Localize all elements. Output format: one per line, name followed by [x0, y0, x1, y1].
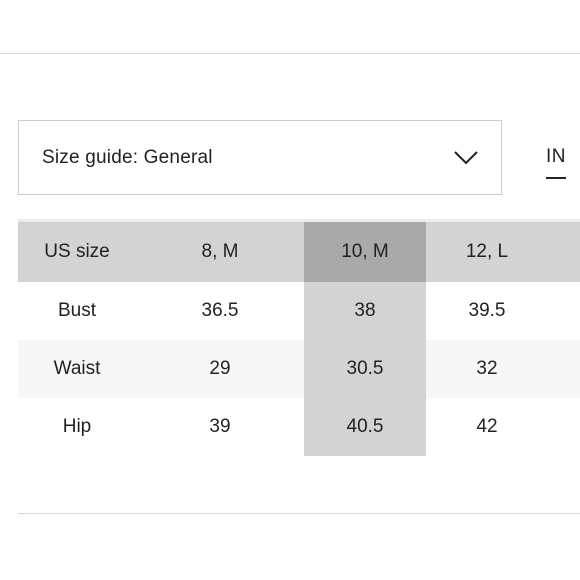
table-cell: 40.5 — [304, 398, 426, 456]
chevron-down-icon — [454, 150, 478, 164]
header-size-12-l[interactable]: 12, L — [426, 222, 548, 282]
table-cell: 30.5 — [304, 340, 426, 398]
tab-inches-active-indicator — [546, 177, 566, 179]
table-cell: 36.5 — [201, 300, 239, 321]
table-cell: 39 — [209, 416, 231, 437]
header-overflow-cell — [548, 222, 580, 282]
tab-inches[interactable]: IN — [546, 146, 566, 167]
table-header-row: US size 8, M 10, M 12, L — [18, 222, 580, 282]
table-row-bust: Bust 36.5 38 39.5 — [18, 282, 580, 340]
table-row-waist: Waist 29 30.5 32 — [18, 340, 580, 398]
table-top-shade — [18, 219, 580, 222]
table-cell: 29 — [136, 340, 304, 398]
size-guide-dropdown[interactable]: Size guide: General — [18, 120, 502, 195]
table-cell: 42 — [476, 416, 498, 437]
header-size-8-m[interactable]: 8, M — [136, 222, 304, 282]
table-cell: 38 — [304, 282, 426, 340]
overflow-cell — [548, 282, 580, 340]
bottom-divider — [18, 513, 580, 514]
overflow-cell — [548, 398, 580, 456]
header-us-size: US size — [18, 222, 136, 282]
size-guide-dropdown-label: Size guide: General — [42, 146, 213, 168]
size-chart-table: US size 8, M 10, M 12, L Bust 36.5 38 39… — [18, 222, 580, 456]
table-row-hip: Hip 39 40.5 42 — [18, 398, 580, 456]
table-cell: 39.5 — [468, 300, 506, 321]
top-divider — [0, 53, 580, 54]
header-size-10-m[interactable]: 10, M — [304, 222, 426, 282]
table-cell: 32 — [426, 340, 548, 398]
overflow-cell — [548, 340, 580, 398]
row-label-bust: Bust — [57, 300, 97, 321]
row-label-hip: Hip — [62, 416, 92, 437]
row-label-waist: Waist — [18, 340, 136, 398]
